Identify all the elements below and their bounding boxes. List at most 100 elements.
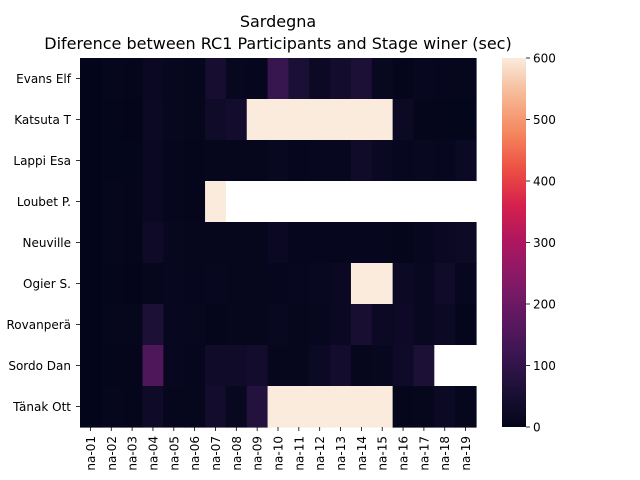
- heatmap-cell: [350, 345, 373, 387]
- x-tick-label: na-17: [417, 436, 431, 471]
- colorbar-tick-label: 400: [533, 175, 556, 189]
- y-tick-label: Katsuta T: [14, 113, 71, 127]
- heatmap-cell: [246, 181, 269, 223]
- heatmap-cell: [455, 58, 477, 100]
- heatmap-cell: [455, 222, 477, 264]
- heatmap-cell: [309, 386, 331, 428]
- heatmap-cell: [142, 140, 164, 182]
- x-tick-label: na-10: [272, 436, 286, 471]
- x-tick-label: na-15: [376, 436, 390, 471]
- heatmap-cell: [163, 181, 185, 223]
- heatmap-cell: [350, 222, 373, 264]
- heatmap-cell: [246, 58, 269, 100]
- heatmap-cell: [309, 99, 331, 141]
- heatmap-cell: [267, 181, 290, 223]
- heatmap-cell: [246, 386, 269, 428]
- heatmap-cells: [80, 58, 477, 428]
- y-tick-labels: Evans Elf Katsuta T Lappi Esa Loubet P. Neuv…: [7, 72, 80, 414]
- colorbar: [502, 58, 526, 427]
- x-tick-label: na-05: [167, 436, 181, 471]
- heatmap-cell: [80, 140, 102, 182]
- x-tick-label: na-08: [230, 436, 244, 471]
- heatmap-cell: [434, 386, 456, 428]
- heatmap-cell: [205, 386, 227, 428]
- heatmap-cell: [413, 222, 435, 264]
- heatmap-cell: [330, 58, 352, 100]
- heatmap-cell: [330, 181, 352, 223]
- x-tick-label: na-07: [209, 436, 223, 471]
- heatmap-cell: [163, 345, 185, 387]
- heatmap-cell: [455, 99, 477, 141]
- heatmap-cell: [121, 99, 144, 141]
- heatmap-cell: [330, 140, 352, 182]
- heatmap-cell: [434, 263, 456, 305]
- heatmap-cell: [225, 58, 248, 100]
- x-tick-label: na-03: [126, 436, 140, 471]
- heatmap-cell: [80, 222, 102, 264]
- heatmap-cell: [434, 99, 456, 141]
- x-tick-label: na-11: [292, 436, 306, 471]
- heatmap-cell: [267, 222, 290, 264]
- heatmap-cell: [142, 58, 164, 100]
- heatmap-cell: [288, 304, 310, 346]
- heatmap-cell: [246, 140, 269, 182]
- heatmap-cell: [267, 140, 290, 182]
- heatmap-cell: [205, 222, 227, 264]
- heatmap-cell: [309, 58, 331, 100]
- heatmap-cell: [225, 345, 248, 387]
- heatmap-cell: [184, 181, 206, 223]
- heatmap-cell: [455, 386, 477, 428]
- heatmap-cell: [80, 58, 102, 100]
- heatmap-cell: [163, 140, 185, 182]
- x-tick-label: na-09: [251, 436, 265, 471]
- heatmap-cell: [142, 263, 164, 305]
- heatmap-cell: [100, 386, 123, 428]
- y-tick-label: Tänak Ott: [12, 400, 71, 414]
- heatmap-cell: [309, 345, 331, 387]
- chart-title: Sardegna: [240, 12, 316, 31]
- heatmap-cell: [288, 140, 310, 182]
- colorbar-tick-label: 600: [533, 52, 556, 66]
- heatmap-cell: [246, 222, 269, 264]
- heatmap-cell: [184, 140, 206, 182]
- heatmap-cell: [100, 222, 123, 264]
- x-tick-label: na-06: [188, 436, 202, 471]
- heatmap-cell: [184, 58, 206, 100]
- heatmap-cell: [205, 140, 227, 182]
- heatmap-cell: [267, 58, 290, 100]
- heatmap-cell: [267, 99, 290, 141]
- heatmap-cell: [246, 263, 269, 305]
- heatmap-cell: [434, 304, 456, 346]
- heatmap-cell: [371, 181, 394, 223]
- heatmap-cell: [371, 140, 394, 182]
- y-tick-label: Neuville: [23, 236, 71, 250]
- heatmap-cell: [371, 58, 394, 100]
- heatmap-cell: [163, 222, 185, 264]
- x-tick-label: na-13: [334, 436, 348, 471]
- heatmap-cell: [455, 181, 477, 223]
- heatmap-cell: [267, 263, 290, 305]
- heatmap-cell: [413, 345, 435, 387]
- heatmap-cell: [80, 345, 102, 387]
- heatmap-cell: [413, 99, 435, 141]
- heatmap-cell: [392, 386, 415, 428]
- heatmap-cell: [413, 58, 435, 100]
- heatmap-cell: [246, 304, 269, 346]
- heatmap-cell: [330, 304, 352, 346]
- colorbar-tick-label: 200: [533, 298, 556, 312]
- heatmap-cell: [350, 58, 373, 100]
- heatmap-cell: [350, 99, 373, 141]
- heatmap-cell: [142, 181, 164, 223]
- x-tick-labels: na-01 na-02 na-03 na-04 na-05 na-06 na-07 na-08…: [84, 427, 473, 471]
- colorbar-ticks: 0 100 200 300 400 500 600: [526, 52, 556, 435]
- x-tick-label: na-16: [397, 436, 411, 471]
- heatmap-cell: [309, 304, 331, 346]
- heatmap-cell: [330, 222, 352, 264]
- x-tick-label: na-01: [84, 436, 98, 471]
- heatmap-cell: [267, 345, 290, 387]
- heatmap-cell: [121, 345, 144, 387]
- heatmap-cell: [184, 304, 206, 346]
- heatmap-cell: [100, 304, 123, 346]
- heatmap-cell: [142, 99, 164, 141]
